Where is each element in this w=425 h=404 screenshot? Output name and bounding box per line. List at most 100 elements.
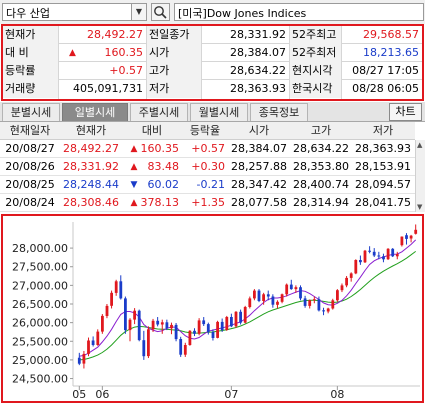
- date-cell: 20/08/26: [5, 160, 55, 173]
- price-chart: 28,000.00 27,500.00 27,000.00 26,500.00 26,0…: [1, 214, 424, 403]
- high-cell: 28,314.94: [293, 196, 349, 209]
- col-header-low: 저가: [372, 124, 394, 137]
- volume: 405,091,731: [73, 82, 143, 95]
- col-header-price: 현재가: [75, 124, 107, 137]
- candle-body: [151, 320, 155, 330]
- rate-cell: +0.30: [191, 160, 225, 173]
- candle-body: [179, 339, 183, 355]
- candle-body: [266, 294, 270, 297]
- table-row[interactable]: 20/08/24 28,308.46 ▲ 378.13 +1.35 28,077.58 28…: [0, 194, 415, 212]
- korea-time: 08/28 06:05: [352, 82, 419, 95]
- tab-stock-info[interactable]: 종목정보: [250, 103, 308, 121]
- candle-body: [147, 329, 150, 357]
- candle-body: [101, 315, 104, 332]
- candle-body: [114, 281, 118, 293]
- change-cell: 60.02: [147, 178, 180, 191]
- candle-body: [391, 248, 395, 257]
- label-local-time: 현지시각: [290, 62, 341, 80]
- x-tick-label: 06: [95, 388, 109, 401]
- table-scrollbar[interactable]: ▲ ▼: [415, 140, 425, 212]
- col-header-high: 고가: [310, 124, 332, 137]
- low-price: 28,363.93: [230, 82, 286, 95]
- open-cell: 28,257.88: [231, 160, 287, 173]
- chevron-down-icon[interactable]: ▼: [131, 3, 147, 21]
- label-volume: 거래량: [3, 80, 58, 98]
- label-korea-time: 한국시각: [290, 80, 341, 98]
- daily-quotes-table: 현재일자 현재가 대비 등락율 시가 고가 저가 20/08/27 28,492.…: [0, 122, 415, 212]
- date-cell: 20/08/25: [5, 178, 55, 191]
- date-cell: 20/08/27: [5, 142, 55, 155]
- candle-body: [257, 290, 261, 301]
- candle-body: [124, 298, 127, 331]
- index-name-field: [미국]Dow Jones Indices: [174, 3, 424, 21]
- quote-row: 대 비 ▲ 160.35 시가 28,384.07 52주최저 18,213.6…: [3, 44, 422, 62]
- candle-body: [202, 320, 206, 325]
- candle-body: [160, 322, 164, 325]
- change-rate: +0.57: [109, 64, 143, 77]
- search-button[interactable]: [151, 3, 170, 21]
- moving-average-long-line: [79, 250, 416, 361]
- local-time: 08/27 17:05: [352, 64, 419, 77]
- label-low: 저가: [147, 80, 201, 98]
- label-52w-high: 52주최고: [290, 26, 341, 44]
- open-price: 28,384.07: [230, 46, 286, 59]
- candle-body: [299, 287, 302, 299]
- tab-weekly-quotes[interactable]: 주별시세: [130, 103, 188, 121]
- candle-body: [409, 235, 413, 239]
- candle-body: [225, 317, 229, 330]
- candle-body: [105, 305, 109, 316]
- candle-body: [354, 260, 358, 274]
- x-tick-label: 08: [330, 388, 344, 401]
- candlestick-chart: 28,000.00 27,500.00 27,000.00 26,500.00 26,0…: [12, 222, 420, 401]
- table-row[interactable]: 20/08/25 28,248.44 ▼ 60.02 -0.21 28,347.42 28,…: [0, 176, 415, 194]
- quote-row: 현재가 28,492.27 전일종가 28,331.92 52주최고 29,56…: [3, 26, 422, 44]
- price-cell: 28,308.46: [63, 196, 119, 209]
- candle-body: [253, 290, 256, 299]
- candle-body: [220, 321, 224, 331]
- low-cell: 28,041.75: [355, 196, 411, 209]
- table-row[interactable]: 20/08/27 28,492.27 ▲ 160.35 +0.57 28,384.07 28…: [0, 140, 415, 158]
- candle-body: [170, 324, 173, 329]
- label-52w-low: 52주최저: [290, 44, 341, 62]
- direction-icon: ▲: [130, 198, 138, 208]
- candle-body: [308, 300, 312, 306]
- change-cell: 160.35: [140, 142, 180, 155]
- candle-body: [386, 248, 390, 260]
- y-tick-label: 25,000.00: [12, 354, 68, 367]
- scroll-up-icon[interactable]: ▲: [417, 141, 423, 149]
- search-icon: [154, 6, 167, 19]
- table-row[interactable]: 20/08/26 28,331.92 ▲ 83.48 +0.30 28,257.88 28,…: [0, 158, 415, 176]
- change-cell: 378.13: [140, 196, 180, 209]
- label-change: 대 비: [3, 44, 58, 62]
- high-cell: 28,400.74: [293, 178, 349, 191]
- candle-body: [216, 321, 219, 338]
- candle-body: [340, 285, 344, 291]
- col-header-change: 대비: [141, 124, 163, 137]
- candle-body: [110, 292, 113, 306]
- quote-row: 거래량 405,091,731 저가 28,363.93 한국시각 08/28 …: [3, 80, 422, 98]
- y-tick-label: 25,500.00: [12, 335, 68, 348]
- date-cell: 20/08/24: [5, 196, 55, 209]
- candle-body: [206, 324, 210, 332]
- tab-minute-quotes[interactable]: 분별시세: [2, 103, 60, 121]
- candle-body: [119, 281, 123, 299]
- price-cell: 28,248.44: [63, 178, 119, 191]
- tab-daily-quotes[interactable]: 일별시세: [62, 103, 128, 121]
- tab-monthly-quotes[interactable]: 월별시세: [190, 103, 248, 121]
- candle-body: [211, 332, 215, 338]
- candle-body: [285, 284, 289, 295]
- label-current-price: 현재가: [3, 26, 58, 44]
- market-select[interactable]: 다우 산업: [2, 3, 132, 21]
- y-tick-label: 24,500.00: [12, 373, 68, 386]
- quote-panel: 현재가 28,492.27 전일종가 28,331.92 52주최고 29,56…: [1, 24, 424, 101]
- candle-body: [87, 340, 90, 354]
- 52w-high: 29,568.57: [363, 28, 419, 41]
- scroll-down-icon[interactable]: ▼: [417, 203, 423, 211]
- candle-body: [317, 299, 321, 311]
- candle-body: [197, 320, 201, 334]
- chart-button[interactable]: 차트: [389, 103, 422, 121]
- candle-body: [142, 340, 146, 357]
- candle-body: [395, 254, 399, 257]
- candle-body: [77, 357, 81, 364]
- candle-body: [137, 310, 141, 341]
